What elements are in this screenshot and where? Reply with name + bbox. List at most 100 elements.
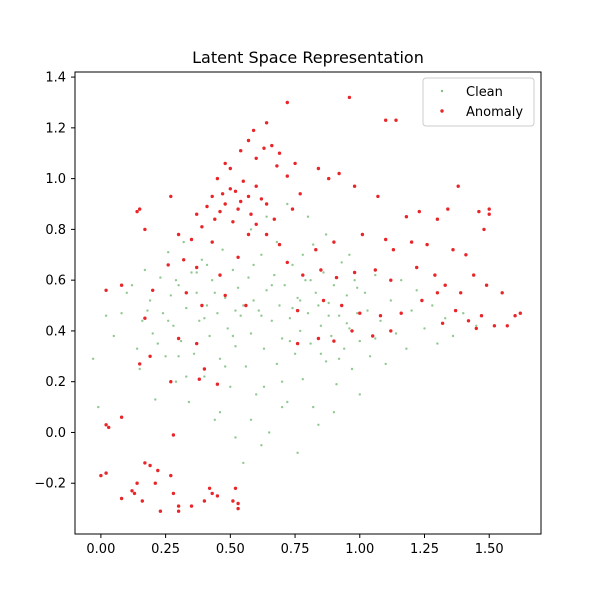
clean-point: [306, 215, 310, 218]
clean-point: [322, 271, 325, 274]
anomaly-point: [264, 121, 269, 125]
clean-point: [249, 228, 253, 231]
clean-point: [317, 423, 320, 426]
clean-point: [224, 296, 227, 300]
clean-point: [135, 347, 139, 350]
clean-point: [146, 309, 149, 312]
anomaly-point: [384, 237, 388, 242]
anomaly-point: [472, 273, 476, 277]
clean-point: [177, 355, 180, 358]
clean-point: [368, 355, 372, 358]
clean-point: [340, 261, 343, 264]
series-clean: [91, 202, 478, 465]
anomaly-point: [241, 179, 245, 183]
anomaly-point: [200, 225, 204, 229]
legend-marker-anomaly: [440, 109, 444, 113]
clean-point: [363, 291, 367, 294]
anomaly-point: [277, 242, 282, 247]
x-tick-label: 0.25: [151, 542, 180, 557]
clean-point: [213, 418, 216, 421]
anomaly-point: [151, 288, 155, 292]
anomaly-point: [337, 171, 341, 176]
clean-point: [174, 380, 178, 383]
clean-point: [260, 444, 263, 447]
clean-point: [218, 357, 222, 360]
anomaly-point: [215, 382, 220, 386]
clean-point: [224, 365, 227, 368]
anomaly-point: [182, 258, 186, 262]
anomaly-point: [104, 288, 108, 292]
clean-point: [231, 334, 235, 338]
clean-point: [179, 339, 183, 343]
clean-point: [270, 284, 273, 287]
anomaly-point: [169, 194, 173, 199]
clean-point: [229, 385, 232, 388]
clean-point: [299, 299, 302, 302]
anomaly-point: [236, 506, 240, 511]
clean-point: [350, 367, 354, 371]
anomaly-point: [233, 189, 238, 193]
clean-point: [343, 347, 346, 350]
clean-point: [120, 312, 123, 315]
anomaly-point: [220, 192, 225, 196]
clean-point: [200, 258, 204, 261]
anomaly-point: [293, 161, 297, 166]
legend-label-anomaly: Anomaly: [466, 105, 523, 120]
clean-point: [296, 451, 299, 454]
clean-point: [312, 243, 315, 246]
anomaly-point: [231, 220, 235, 224]
anomaly-point: [231, 499, 235, 503]
anomaly-point: [376, 194, 380, 199]
clean-point: [195, 271, 198, 274]
clean-point: [164, 355, 167, 358]
clean-point: [182, 240, 185, 244]
clean-point: [174, 279, 178, 282]
anomaly-point: [443, 283, 447, 287]
clean-point: [451, 334, 455, 338]
clean-point: [405, 347, 408, 350]
anomaly-point: [505, 324, 509, 328]
anomaly-point: [169, 380, 173, 384]
clean-point: [319, 324, 323, 327]
clean-point: [291, 263, 294, 267]
anomaly-point: [210, 240, 214, 244]
anomaly-point: [189, 237, 194, 242]
anomaly-point: [435, 291, 440, 295]
anomaly-point: [246, 194, 251, 199]
clean-point: [312, 405, 315, 409]
clean-point: [195, 291, 198, 294]
anomaly-point: [440, 321, 445, 325]
clean-point: [358, 339, 361, 343]
clean-point: [330, 334, 333, 338]
anomaly-point: [254, 184, 258, 188]
anomaly-point: [249, 212, 253, 216]
clean-point: [335, 383, 338, 386]
clean-point: [159, 276, 162, 279]
clean-point: [270, 319, 273, 322]
anomaly-point: [138, 207, 142, 211]
clean-point: [400, 279, 403, 282]
clean-point: [280, 380, 284, 383]
clean-point: [317, 304, 320, 307]
anomaly-point: [415, 265, 419, 270]
clean-point: [125, 291, 128, 294]
clean-point: [205, 263, 209, 267]
clean-point: [410, 309, 413, 312]
clean-point: [252, 263, 255, 267]
anomaly-point: [218, 273, 222, 277]
clean-point: [213, 291, 216, 294]
y-tick-label: 0.6: [45, 274, 66, 289]
anomaly-point: [459, 291, 463, 295]
clean-point: [348, 253, 351, 256]
clean-point: [231, 268, 235, 272]
clean-point: [236, 286, 240, 289]
anomaly-point: [143, 227, 147, 232]
clean-point: [255, 393, 258, 396]
anomaly-point: [189, 504, 194, 508]
clean-point: [444, 317, 447, 320]
anomaly-point: [334, 275, 339, 280]
anomaly-point: [195, 265, 199, 270]
clean-point: [234, 436, 237, 439]
clean-point: [280, 337, 284, 340]
anomaly-point: [285, 260, 289, 265]
